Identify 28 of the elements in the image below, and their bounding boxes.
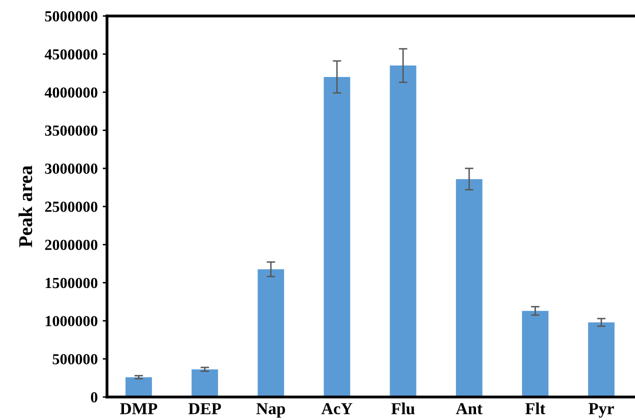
bar xyxy=(390,66,416,397)
y-tick-label: 1500000 xyxy=(46,278,98,288)
y-tick-label: 3500000 xyxy=(45,125,98,136)
bar xyxy=(324,76,350,397)
y-tick-label: 0 xyxy=(90,392,98,402)
x-tick-label: Nap xyxy=(256,403,286,418)
y-tick-label: 4500000 xyxy=(44,49,98,60)
x-tick-label: AcY xyxy=(321,403,352,414)
x-tick-label: DEP xyxy=(188,403,221,414)
y-axis-title: Peak area xyxy=(18,166,32,248)
y-tick-label: 3000000 xyxy=(45,164,98,174)
y-tick-label: 1000000 xyxy=(46,316,98,326)
bar xyxy=(588,322,615,397)
bar xyxy=(258,269,284,397)
x-tick-label: DMP xyxy=(120,403,158,414)
y-tick-label: 2000000 xyxy=(45,240,98,250)
y-tick-label: 5000000 xyxy=(45,11,98,22)
x-tick-label: Ant xyxy=(456,403,483,414)
x-tick-label: Pyr xyxy=(588,403,614,418)
bar xyxy=(456,179,482,397)
y-tick-label: 500000 xyxy=(52,354,98,364)
x-tick-label: Flt xyxy=(525,402,546,414)
bar xyxy=(192,369,218,397)
y-tick-label: 2500000 xyxy=(45,202,98,212)
bar xyxy=(126,377,152,397)
bar xyxy=(522,310,548,397)
y-tick-label: 4000000 xyxy=(44,87,98,98)
x-tick-label: Flu xyxy=(391,402,415,414)
